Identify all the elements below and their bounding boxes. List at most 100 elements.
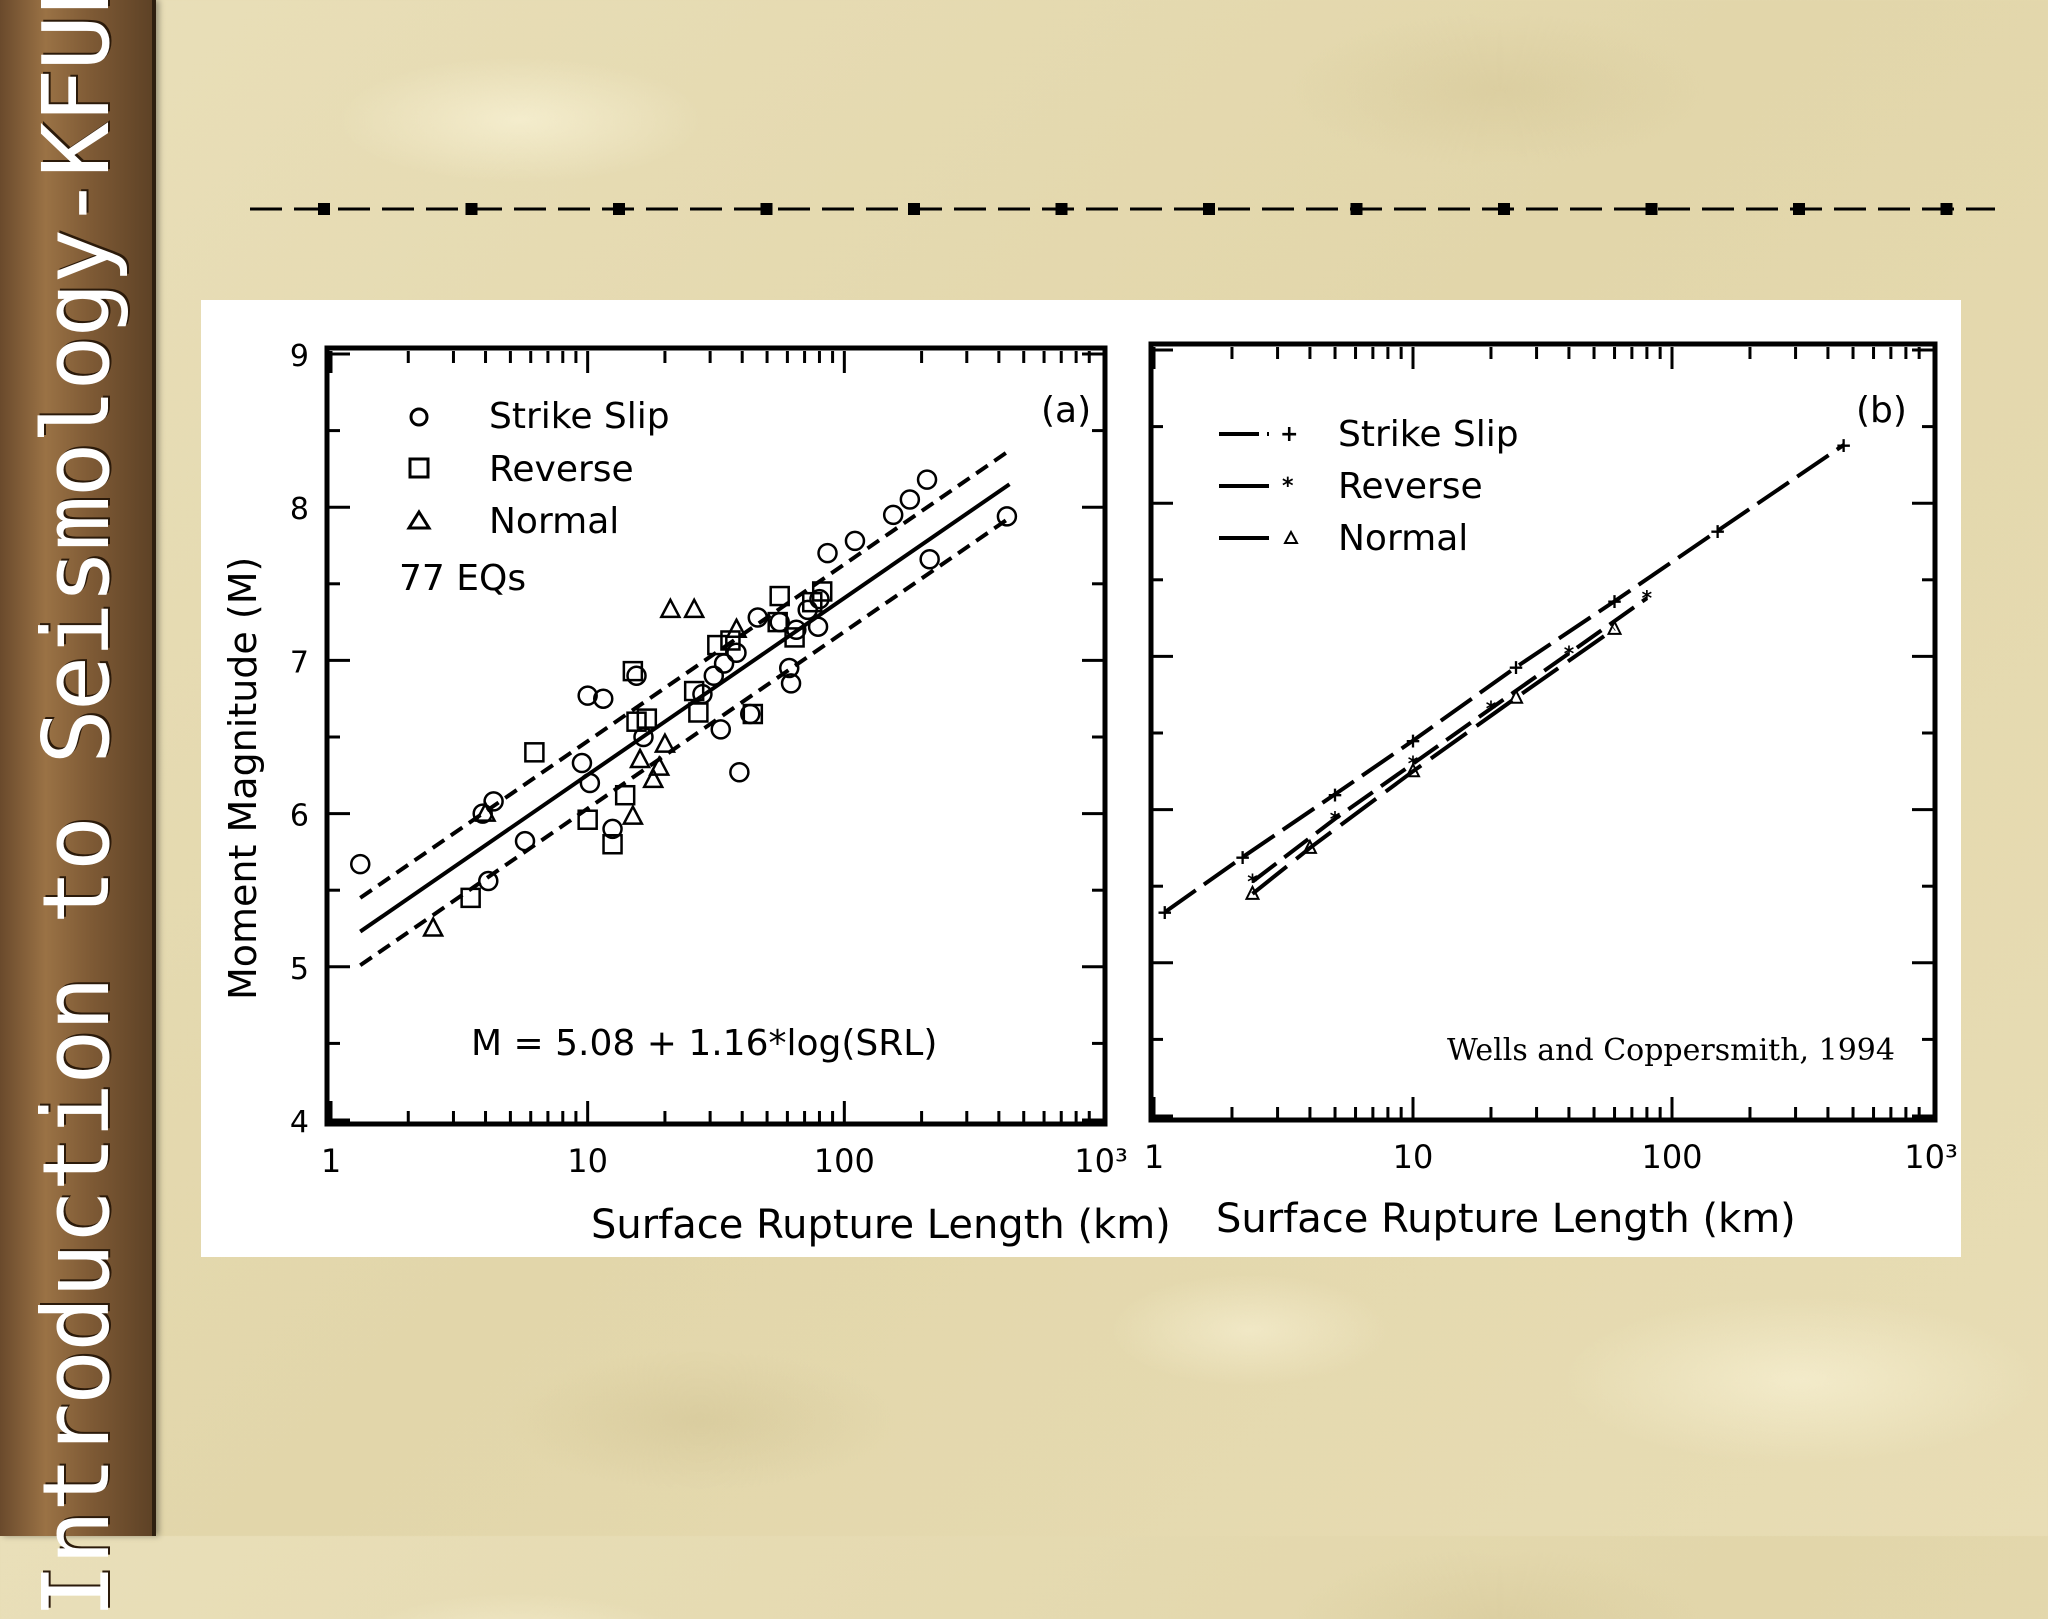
point-strike-slip xyxy=(349,853,371,875)
point-normal xyxy=(653,731,677,753)
point-normal xyxy=(628,747,652,769)
panel-b-marker-normal xyxy=(1508,688,1524,704)
point-reverse xyxy=(524,742,545,763)
point-normal xyxy=(422,915,445,937)
point-reverse xyxy=(688,702,709,723)
point-reverse xyxy=(742,703,764,725)
divider-marker xyxy=(1793,203,1805,215)
panel-b-marker-reverse: * xyxy=(1564,641,1575,665)
divider-marker xyxy=(760,203,773,215)
legend-reverse: Reverse xyxy=(489,449,634,490)
point-strike-slip xyxy=(703,665,725,686)
panel-b-marker-normal xyxy=(1302,838,1318,854)
figure-panel: 1 10 100 10³ 4 5 6 7 8 9 (a) Strike Slip Reverse … xyxy=(201,300,1961,1257)
panel-b-marker-strike-slip: + xyxy=(1606,589,1623,613)
panel-a-x-tick-label: 10³ xyxy=(1074,1142,1128,1180)
point-reverse xyxy=(614,784,636,806)
point-strike-slip xyxy=(626,665,647,686)
point-normal xyxy=(659,597,682,619)
divider-marker xyxy=(1645,203,1658,215)
panel-b-marker-reverse: * xyxy=(1486,696,1497,720)
divider-marker xyxy=(1350,203,1363,215)
point-reverse xyxy=(577,809,598,830)
point-normal xyxy=(621,803,644,825)
panel-b-marker-normal xyxy=(1405,762,1421,778)
point-strike-slip xyxy=(807,616,829,637)
panel-b-x-tick-label: 10³ xyxy=(1904,1138,1958,1176)
divider-marker xyxy=(613,203,625,215)
point-strike-slip xyxy=(919,549,940,570)
legend-b-normal: Normal xyxy=(1338,518,1468,559)
panel-b-xlabel: Surface Rupture Length (km) xyxy=(1216,1196,1796,1242)
legend-b-triangle-icon xyxy=(1283,529,1299,544)
panel-b-marker-reverse: * xyxy=(1247,870,1258,894)
divider-marker xyxy=(1055,203,1068,215)
panel-b-marker-normal xyxy=(1606,619,1623,635)
panel-b-marker-strike-slip: + xyxy=(1234,845,1251,869)
legend-b-strike-slip: Strike Slip xyxy=(1338,414,1519,455)
legend-strike-slip: Strike Slip xyxy=(489,396,670,437)
panel-a-xlabel: Surface Rupture Length (km) xyxy=(591,1202,1171,1248)
panel-b-label: (b) xyxy=(1856,390,1907,431)
point-strike-slip xyxy=(817,542,838,564)
divider-marker xyxy=(1498,203,1510,215)
point-strike-slip xyxy=(844,530,866,552)
legend-b-star-icon: * xyxy=(1282,474,1294,499)
legend-b-reverse: Reverse xyxy=(1338,466,1483,507)
legend-square-icon xyxy=(408,457,430,479)
side-title-bar: Introduction to Seismology-KFUPM xyxy=(0,0,156,1619)
divider-marker xyxy=(318,203,330,215)
point-reverse xyxy=(707,634,728,656)
panel-b-marker-strike-slip: + xyxy=(1405,729,1422,753)
panel-a-x-tick-label: 10 xyxy=(567,1142,608,1180)
legend-triangle-icon xyxy=(406,509,432,530)
point-strike-slip xyxy=(713,653,735,674)
point-strike-slip xyxy=(882,504,904,526)
point-strike-slip xyxy=(747,607,769,628)
panel-a-label: (a) xyxy=(1041,390,1091,431)
point-strike-slip xyxy=(483,791,504,812)
point-strike-slip xyxy=(778,657,800,679)
panel-b-marker-strike-slip: + xyxy=(1709,519,1726,543)
fit-line-solid xyxy=(359,482,1011,934)
point-strike-slip xyxy=(571,752,593,774)
legend-b-plus-icon: + xyxy=(1280,422,1298,447)
panel-b-x-tick-label: 10 xyxy=(1393,1138,1434,1176)
title-divider xyxy=(250,203,1995,215)
point-reverse xyxy=(460,887,481,909)
point-normal xyxy=(683,597,706,619)
panel-b-marker-strike-slip: + xyxy=(1835,433,1852,457)
point-reverse xyxy=(811,581,833,602)
panel-b-line-normal xyxy=(1251,627,1616,896)
point-reverse xyxy=(636,708,658,729)
point-strike-slip xyxy=(478,870,499,892)
point-reverse xyxy=(784,627,805,648)
point-strike-slip xyxy=(809,588,830,610)
point-strike-slip xyxy=(899,489,921,510)
panel-a-y-tick-label: 8 xyxy=(290,492,309,527)
panel-a-y-tick-label: 4 xyxy=(290,1105,309,1140)
point-strike-slip xyxy=(579,772,601,794)
fit-line-upper xyxy=(359,448,1011,900)
panel-a-y-tick-label: 5 xyxy=(290,952,309,987)
point-reverse xyxy=(683,680,705,702)
legend-normal: Normal xyxy=(489,501,619,542)
point-strike-slip xyxy=(780,673,802,694)
point-strike-slip xyxy=(577,685,598,706)
panel-a-x-tick-label: 1 xyxy=(321,1142,341,1180)
citation: Wells and Coppersmith, 1994 xyxy=(1447,1033,1895,1068)
point-reverse xyxy=(769,585,790,607)
point-normal xyxy=(725,617,748,639)
panel-a-x-tick-label: 100 xyxy=(814,1142,875,1180)
point-strike-slip xyxy=(797,599,818,621)
panel-b-x-tick-label: 1 xyxy=(1144,1138,1164,1176)
panel-a-frame xyxy=(324,345,1108,1127)
point-reverse xyxy=(626,711,647,732)
panel-b-line-strike-slip xyxy=(1163,443,1845,914)
panel-b-x-tick-label: 100 xyxy=(1641,1138,1702,1176)
point-normal xyxy=(648,754,671,776)
panel-b-marker-reverse: * xyxy=(1330,807,1341,831)
panel-b-frame xyxy=(1148,341,1938,1123)
point-strike-slip xyxy=(726,642,747,663)
panel-b: 1 10 100 10³ ++++++++****** (b) + Strike Sl… xyxy=(1144,341,1958,1242)
